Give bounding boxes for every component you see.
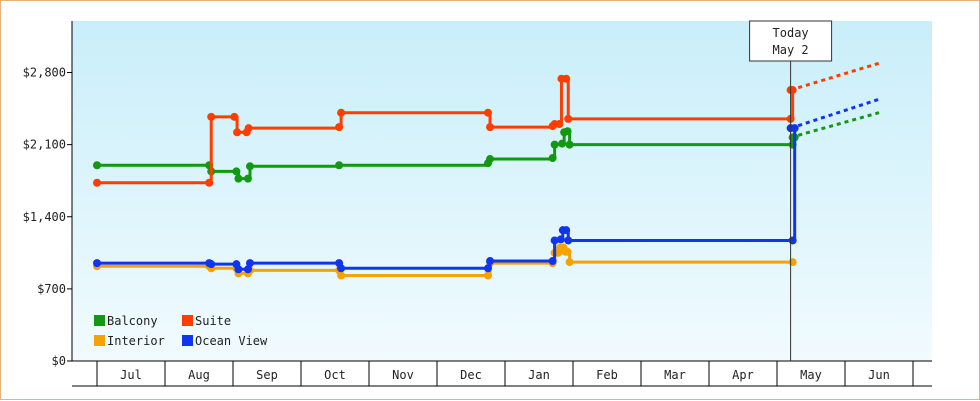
legend-label-suite: Suite: [195, 314, 231, 328]
data-point-ocean-view: [548, 257, 557, 266]
data-point-suite: [484, 108, 492, 117]
x-tick-label: Oct: [324, 368, 346, 382]
data-point-ocean-view: [246, 259, 254, 268]
data-point-balcony: [486, 155, 495, 164]
x-tick-label: May: [800, 368, 822, 382]
data-point-ocean-view: [562, 226, 571, 235]
data-point-balcony: [558, 139, 567, 148]
data-point-suite: [230, 112, 239, 121]
data-point-ocean-view: [564, 236, 573, 245]
x-tick-label: Dec: [460, 368, 482, 382]
series-ocean-view: [93, 97, 880, 274]
data-point-suite: [205, 178, 214, 187]
data-point-balcony: [93, 161, 101, 170]
today-marker: Today May 2: [749, 20, 833, 361]
data-point-ocean-view: [207, 260, 216, 269]
data-point-ocean-view: [788, 236, 797, 245]
y-tick-label: $2,800: [23, 66, 66, 80]
data-point-suite: [564, 114, 573, 123]
x-tick-label: Jun: [868, 368, 890, 382]
x-tick-label: Apr: [732, 368, 754, 382]
y-tick-label: $700: [37, 282, 66, 296]
data-point-suite: [335, 123, 344, 132]
series-balcony: [93, 111, 880, 183]
x-tick-label: Jan: [528, 368, 550, 382]
series-layer: [93, 61, 880, 280]
x-tick-label: Feb: [596, 368, 618, 382]
data-point-interior: [788, 258, 797, 267]
today-label: Today: [773, 26, 809, 40]
legend-label-interior: Interior: [107, 334, 165, 348]
data-point-suite: [555, 120, 564, 129]
data-point-interior: [565, 258, 574, 267]
data-point-balcony: [335, 161, 344, 170]
x-tick-label: Aug: [188, 368, 210, 382]
data-point-balcony: [232, 167, 241, 176]
today-date-label: May 2: [773, 43, 809, 57]
data-point-ocean-view: [234, 265, 243, 274]
data-point-interior: [337, 271, 346, 280]
plot-area: [72, 21, 932, 361]
data-point-ocean-view: [486, 257, 495, 266]
data-point-balcony: [246, 162, 254, 171]
x-axis: Jul Aug Sep Oct Nov Dec Jan Feb Mar Apr May Jun: [72, 360, 932, 387]
data-point-balcony: [234, 174, 243, 183]
data-point-balcony: [243, 174, 252, 183]
data-point-suite: [233, 128, 242, 137]
x-tick-label: Jul: [120, 368, 142, 382]
data-point-suite: [486, 123, 495, 132]
data-point-balcony: [550, 140, 559, 149]
data-point-ocean-view: [337, 264, 346, 273]
legend-swatch-suite: [182, 315, 193, 326]
y-tick-label: $1,400: [23, 210, 66, 224]
data-point-ocean-view: [93, 259, 101, 268]
data-point-interior: [484, 271, 492, 280]
legend-swatch-interior: [94, 335, 105, 346]
x-tick-label: Sep: [256, 368, 278, 382]
today-box: [749, 20, 833, 62]
x-tick-label: Mar: [664, 368, 686, 382]
data-point-interior: [563, 247, 572, 256]
legend-swatch-balcony: [94, 315, 105, 326]
data-point-balcony: [565, 140, 574, 149]
data-point-ocean-view: [484, 264, 492, 273]
data-point-balcony: [548, 154, 557, 163]
data-point-suite: [244, 124, 253, 133]
data-point-suite: [337, 108, 346, 117]
x-tick-label: Nov: [392, 368, 414, 382]
legend-label-balcony: Balcony: [107, 314, 158, 328]
data-point-ocean-view: [550, 236, 559, 245]
legend-swatch-ocean-view: [182, 335, 193, 346]
data-point-suite: [562, 74, 571, 83]
y-tick-label: $0: [52, 354, 66, 368]
data-point-suite: [207, 112, 216, 121]
data-point-suite: [93, 178, 101, 187]
data-point-ocean-view: [556, 235, 565, 244]
y-tick-label: $2,100: [23, 138, 66, 152]
series-suite: [93, 61, 880, 187]
y-axis: $0 $700 $1,400 $2,100 $2,800: [23, 21, 73, 368]
legend: Balcony Suite Interior Ocean View: [94, 314, 268, 348]
legend-label-ocean-view: Ocean View: [195, 334, 268, 348]
data-point-balcony: [563, 127, 572, 136]
data-point-ocean-view: [243, 265, 252, 274]
